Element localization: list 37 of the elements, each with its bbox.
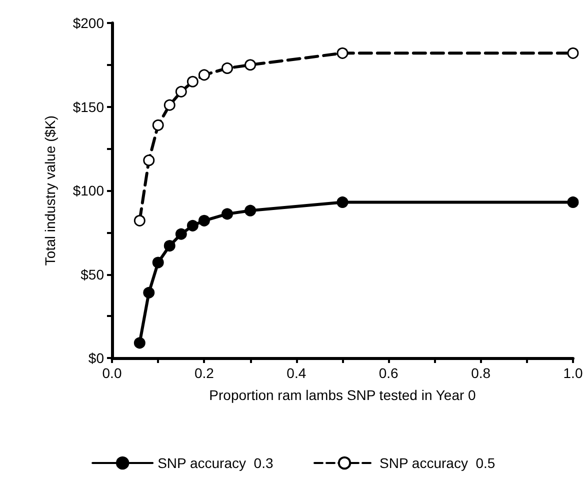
- y-tick-label: $150: [72, 98, 104, 115]
- point: [336, 47, 348, 59]
- x-tick-label: 0.4: [286, 365, 306, 381]
- x-tick-label: 0.2: [194, 365, 214, 381]
- x-axis-title: Proportion ram lambs SNP tested in Year 0: [209, 387, 476, 403]
- x-tick-label: 0.6: [378, 365, 399, 381]
- point: [143, 286, 155, 298]
- point: [567, 47, 579, 59]
- point: [244, 59, 256, 71]
- y-tick-label: $50: [80, 266, 104, 282]
- point: [164, 99, 176, 111]
- point: [134, 337, 146, 349]
- point: [143, 154, 155, 166]
- point: [198, 214, 210, 226]
- point: [186, 76, 198, 88]
- point: [186, 220, 198, 232]
- point: [134, 214, 146, 226]
- y-tick-label: $100: [72, 182, 104, 198]
- x-tick-label: 0.0: [102, 365, 122, 381]
- point: [222, 62, 233, 74]
- point: [336, 196, 348, 208]
- legend-label: SNP accuracy 0.3: [158, 455, 274, 471]
- y-tick-label: $0: [88, 350, 104, 366]
- point: [175, 86, 187, 98]
- y-tick-label: $200: [72, 15, 104, 31]
- y-axis-title: Total industry value ($K): [42, 115, 58, 266]
- point: [175, 228, 187, 240]
- legend-label: SNP accuracy 0.5: [380, 455, 496, 471]
- x-tick-label: 1.0: [563, 365, 583, 381]
- point: [152, 119, 164, 131]
- x-tick-label: 0.8: [471, 365, 491, 381]
- point: [198, 69, 210, 81]
- point: [244, 204, 256, 216]
- point: [222, 208, 233, 220]
- point: [164, 240, 176, 252]
- point: [152, 256, 164, 268]
- point: [567, 196, 579, 208]
